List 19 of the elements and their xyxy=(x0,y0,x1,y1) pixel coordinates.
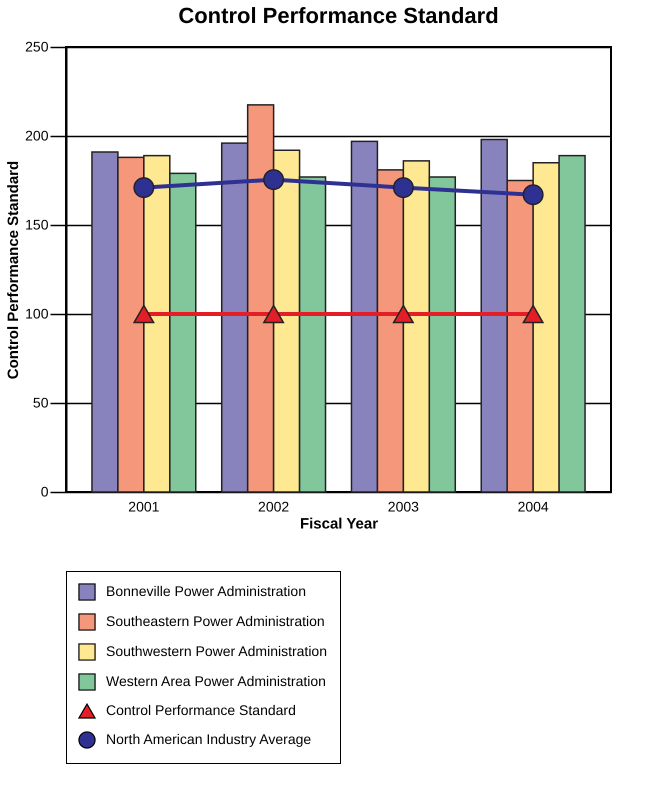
y-tick-label: 50 xyxy=(32,394,49,410)
x-tick-label: 2001 xyxy=(128,498,160,514)
legend-label: Control Performance Standard xyxy=(106,702,296,718)
legend-label: Western Area Power Administration xyxy=(106,673,326,689)
legend-label: North American Industry Average xyxy=(106,731,312,747)
legend-label: Bonneville Power Administration xyxy=(106,583,306,599)
legend-label: Southeastern Power Administration xyxy=(106,613,325,629)
x-tick-label: 2004 xyxy=(518,498,549,514)
y-tick-label: 200 xyxy=(25,128,49,144)
x-tick-label: 2002 xyxy=(258,498,290,514)
x-tick-label: 2003 xyxy=(388,498,420,514)
chart-title: Control Performance Standard xyxy=(178,3,499,28)
y-tick-label: 100 xyxy=(25,306,49,322)
x-axis-title: Fiscal Year xyxy=(300,516,378,532)
y-tick-label: 0 xyxy=(40,484,49,500)
legend-label: Southwestern Power Administration xyxy=(106,643,327,659)
y-axis-title: Control Performance Standard xyxy=(5,160,22,380)
y-tick-label: 150 xyxy=(25,216,49,232)
y-tick-label: 250 xyxy=(25,38,49,54)
